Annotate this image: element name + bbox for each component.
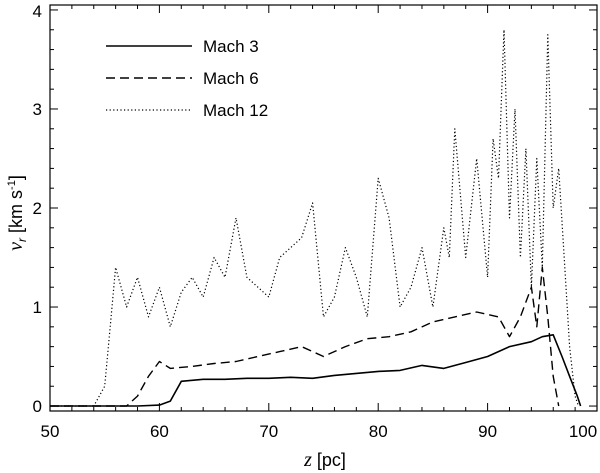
y-axis-sub: r (15, 237, 29, 242)
series-lines (50, 29, 582, 407)
y-axis-unit: [km s (6, 190, 26, 238)
x-axis-var: z (303, 449, 312, 471)
y-tick-label: 1 (33, 298, 42, 317)
y-axis-label: vr [km s-1] (5, 175, 29, 251)
y-axis-sup: -1 (6, 180, 18, 190)
series-line-mach-3 (50, 334, 582, 407)
y-axis-var: v (5, 242, 27, 251)
y-tick-label: 4 (33, 2, 42, 21)
x-tick-label: 50 (41, 422, 60, 441)
legend: Mach 3 Mach 6 Mach 12 (106, 37, 268, 120)
x-tick-label: 80 (369, 422, 388, 441)
legend-label-mach-6: Mach 6 (203, 69, 259, 88)
series-line-mach-6 (50, 266, 560, 407)
x-axis-label: z [pc] (303, 449, 346, 471)
series-line-mach-12 (50, 29, 579, 407)
x-tick-label: 70 (259, 422, 278, 441)
x-tick-label: 100 (569, 422, 597, 441)
axes (49, 4, 598, 412)
ticks: 50 60 70 80 90 100 0 1 2 3 4 (33, 2, 598, 441)
legend-label-mach-3: Mach 3 (203, 37, 259, 56)
plot-frame (49, 4, 598, 412)
y-tick-label: 3 (33, 100, 42, 119)
y-tick-label: 0 (33, 397, 42, 416)
y-tick-label: 2 (33, 199, 42, 218)
y-axis-close: ] (6, 175, 26, 180)
x-axis-unit: [pc] (312, 450, 346, 470)
legend-label-mach-12: Mach 12 (203, 101, 268, 120)
x-tick-label: 90 (478, 422, 497, 441)
x-tick-label: 60 (150, 422, 169, 441)
